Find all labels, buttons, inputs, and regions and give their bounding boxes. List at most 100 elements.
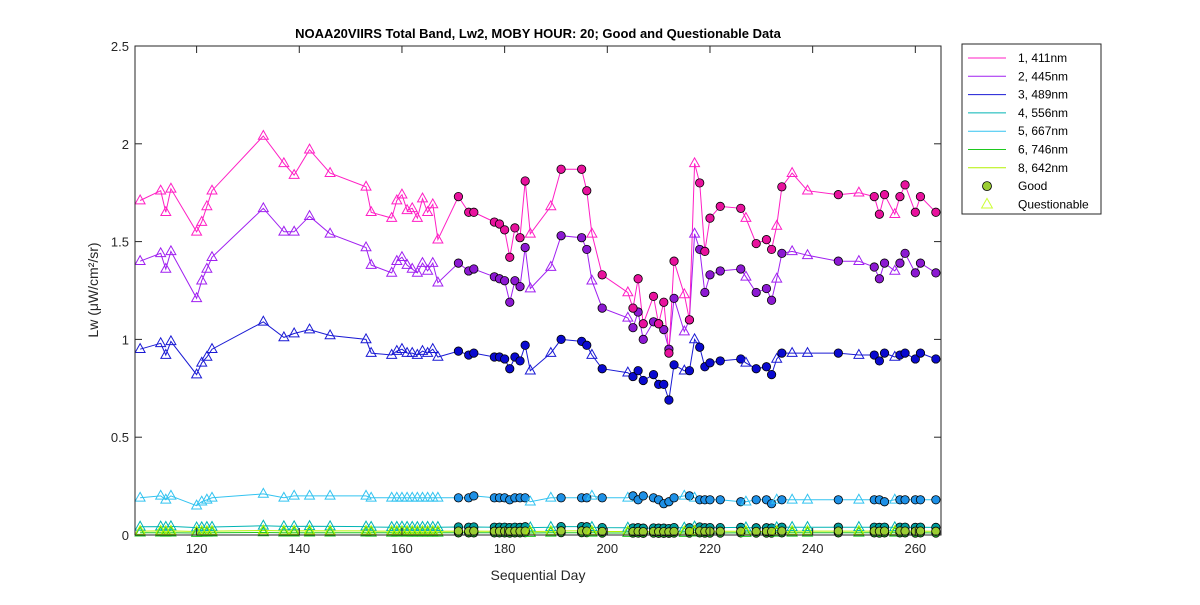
questionable-point (303, 209, 316, 220)
good-point (900, 180, 910, 190)
good-point (659, 297, 669, 307)
questionable-point (421, 264, 434, 275)
questionable-point (206, 526, 218, 537)
questionable-point (406, 262, 419, 273)
good-point (766, 370, 777, 380)
questionable-point (426, 342, 439, 353)
good-point (453, 192, 464, 202)
good-point (705, 358, 715, 368)
good-point (684, 526, 695, 537)
questionable-point (278, 491, 290, 502)
questionable-point (303, 524, 316, 535)
questionable-point (401, 258, 413, 269)
good-point (751, 364, 761, 374)
questionable-point (165, 244, 177, 256)
good-point (520, 526, 530, 536)
good-point (705, 270, 715, 280)
questionable-point (385, 211, 398, 222)
chart-title: NOAA20VIIRS Total Band, Lw2, MOBY HOUR: … (295, 26, 781, 41)
questionable-point (396, 188, 408, 199)
good-point (910, 207, 920, 217)
good-point (628, 323, 638, 333)
good-point (715, 266, 725, 276)
questionable-point (365, 491, 377, 502)
good-point (761, 235, 772, 245)
questionable-point (801, 520, 814, 531)
questionable-point (416, 192, 429, 203)
good-point (879, 190, 890, 200)
good-point (833, 348, 843, 358)
good-point (700, 287, 710, 298)
questionable-point (278, 225, 290, 236)
questionable-point (365, 346, 377, 357)
questionable-point (586, 489, 598, 500)
good-point (654, 319, 664, 329)
good-point (638, 334, 648, 344)
questionable-point (524, 227, 537, 238)
questionable-point (278, 156, 290, 168)
good-point (736, 497, 746, 507)
good-point (577, 233, 587, 243)
questionable-point (278, 519, 290, 531)
questionable-point (740, 521, 752, 532)
good-point (520, 176, 530, 186)
questionable-point (288, 526, 300, 537)
good-point (736, 203, 746, 213)
good-point (751, 238, 761, 249)
good-point (766, 295, 777, 305)
questionable-point (195, 274, 208, 285)
good-point (556, 493, 566, 503)
good-point (515, 281, 525, 292)
questionable-point (888, 264, 901, 275)
questionable-point (416, 256, 429, 267)
questionable-point (365, 520, 377, 531)
good-point (664, 348, 674, 358)
questionable-point (524, 364, 537, 375)
questionable-point (257, 129, 270, 140)
good-point (453, 526, 464, 536)
questionable-point (853, 254, 865, 265)
questionable-point (411, 211, 424, 222)
good-point (833, 190, 843, 200)
questionable-point (740, 495, 752, 506)
good-point (510, 276, 520, 286)
good-point (505, 252, 515, 262)
questionable-point (801, 184, 814, 195)
questionable-point (688, 156, 701, 168)
questionable-point (853, 524, 865, 535)
questionable-point (801, 346, 814, 357)
questionable-point (688, 227, 701, 238)
good-point (684, 366, 695, 376)
legend-questionable-marker (980, 197, 994, 209)
good-point (633, 366, 643, 376)
questionable-point (524, 521, 537, 532)
y-tick-label: 2.5 (111, 39, 129, 54)
good-point (910, 268, 920, 278)
good-point (556, 334, 566, 344)
questionable-point (257, 315, 270, 326)
x-tick-label: 260 (904, 541, 926, 556)
questionable-point (154, 336, 167, 348)
good-point (910, 354, 920, 364)
good-point (597, 270, 607, 280)
good-point (638, 491, 648, 501)
good-point (931, 495, 941, 505)
x-tick-label: 200 (596, 541, 618, 556)
legend-entry-label: 3, 489nm (1018, 88, 1068, 102)
questionable-point (853, 526, 865, 537)
good-point (469, 491, 479, 501)
good-point (900, 526, 910, 536)
questionable-point (622, 285, 634, 297)
questionable-point (190, 368, 203, 379)
good-point (469, 207, 479, 217)
good-point (597, 364, 607, 374)
legend-marker-label: Questionable (1018, 197, 1089, 211)
questionable-point (278, 330, 290, 342)
questionable-point (622, 311, 634, 322)
questionable-point (134, 342, 146, 353)
questionable-point (134, 520, 146, 531)
questionable-point (426, 197, 439, 209)
questionable-point (524, 495, 537, 506)
questionable-point (740, 211, 752, 222)
